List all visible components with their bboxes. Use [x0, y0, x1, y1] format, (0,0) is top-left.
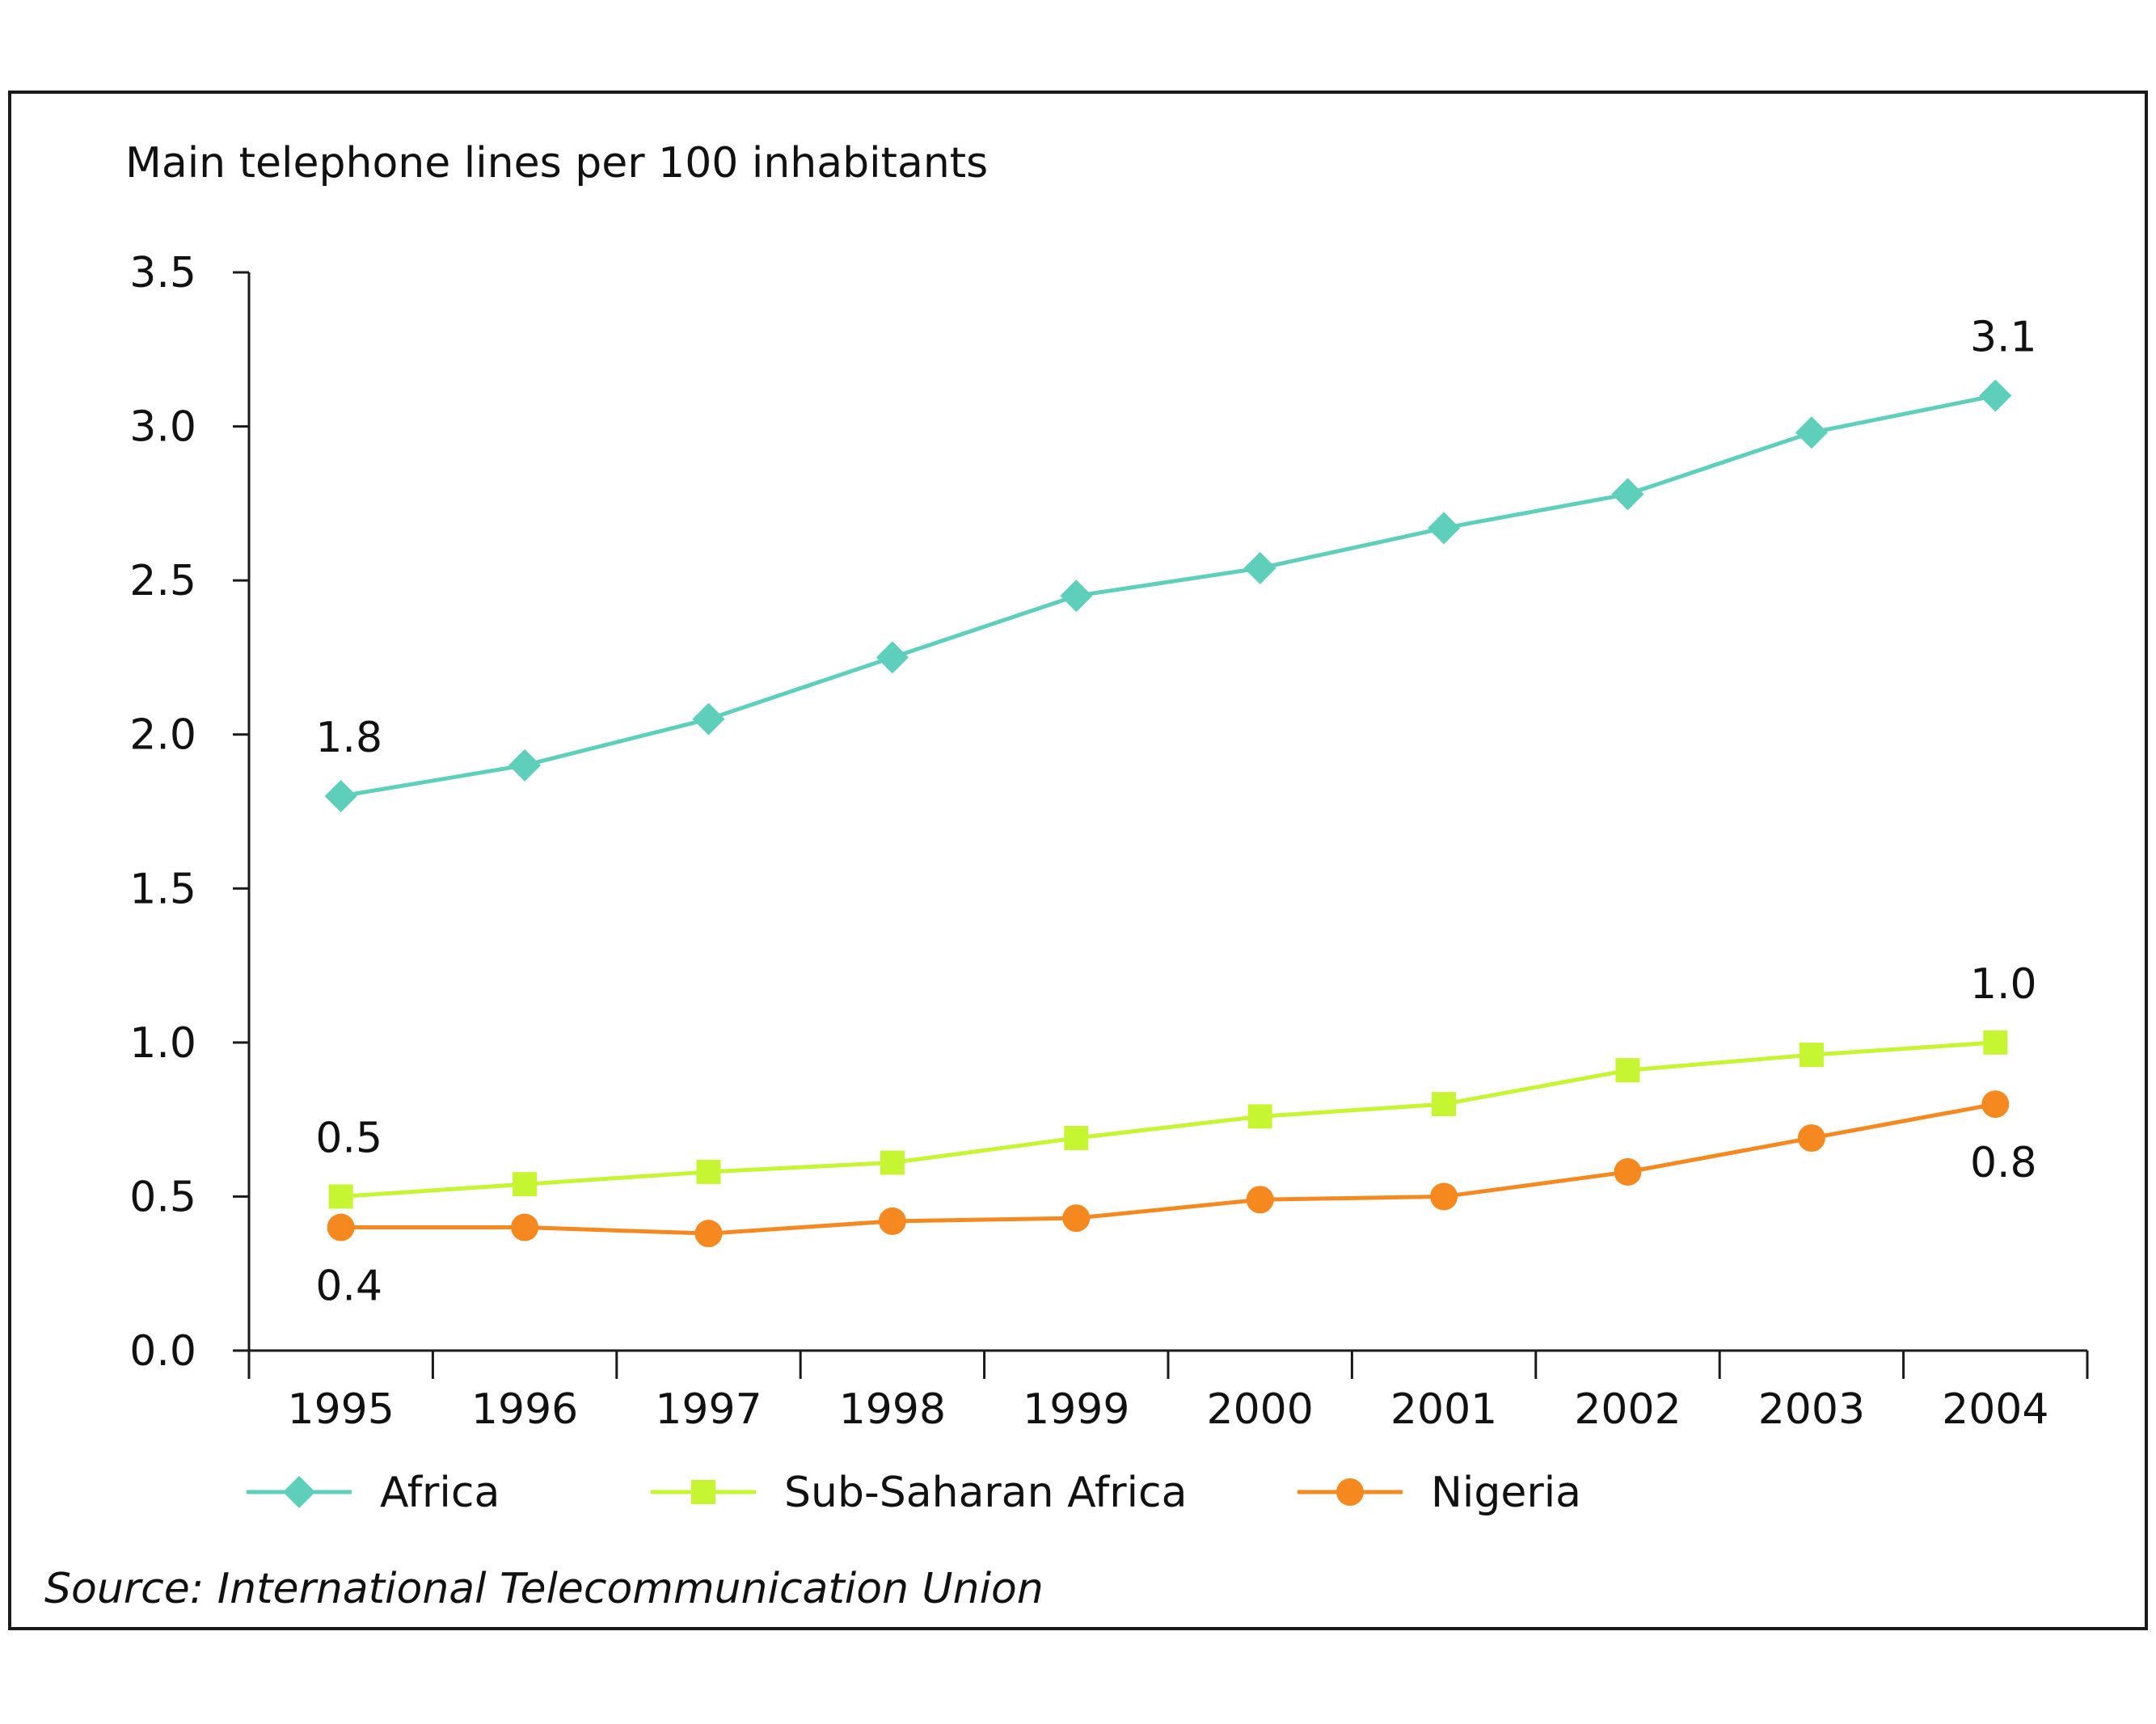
series-africa — [324, 379, 2012, 812]
data-point — [1432, 1092, 1457, 1117]
x-tick-label: 1996 — [471, 1385, 578, 1434]
legend-item: Sub-Saharan Africa — [651, 1469, 1187, 1517]
data-point — [696, 1159, 721, 1184]
data-point — [1981, 1090, 2010, 1119]
data-point — [1799, 1043, 1824, 1068]
legend-label: Nigeria — [1431, 1469, 1581, 1517]
series-layer — [324, 379, 2012, 1248]
y-axis-title: Main telephone lines per 100 inhabitants — [125, 139, 989, 188]
y-tick-label: 3.5 — [129, 249, 196, 297]
data-label: 1.0 — [1970, 960, 2037, 1009]
data-point — [1430, 1182, 1458, 1211]
y-tick-label: 1.0 — [129, 1019, 196, 1068]
data-point — [513, 1172, 538, 1197]
data-point — [1611, 478, 1644, 511]
x-tick-label: 2003 — [1758, 1385, 1865, 1434]
legend-label: Sub-Saharan Africa — [784, 1469, 1187, 1517]
series-nigeria — [327, 1090, 2010, 1248]
data-point — [1243, 551, 1276, 584]
data-point — [1614, 1157, 1642, 1186]
y-tick-label: 3.0 — [129, 403, 196, 452]
source-note: Source: International Telecommunication … — [44, 1565, 1044, 1613]
data-point — [1062, 1204, 1091, 1233]
legend-swatch-marker — [691, 1480, 715, 1504]
data-point — [1979, 379, 2012, 412]
y-tick-label: 2.0 — [129, 711, 196, 760]
data-label: 0.5 — [315, 1114, 382, 1162]
data-point — [327, 1213, 355, 1241]
x-tick-label: 1997 — [655, 1385, 762, 1434]
legend-label: Africa — [380, 1469, 500, 1517]
legend-item: Africa — [247, 1469, 500, 1517]
x-tick-label: 1995 — [288, 1385, 394, 1434]
x-tick-label: 1998 — [839, 1385, 946, 1434]
y-tick-label: 2.5 — [129, 557, 196, 605]
data-point — [694, 1220, 723, 1248]
x-tick-label: 2004 — [1942, 1385, 2048, 1434]
legend-swatch-marker — [283, 1476, 315, 1508]
data-point — [1795, 416, 1828, 449]
data-point — [1983, 1030, 2008, 1055]
data-point — [511, 1213, 539, 1241]
data-point — [878, 1207, 906, 1235]
data-point — [1064, 1126, 1089, 1151]
legend: Africa Sub-Saharan Africa Nigeria — [247, 1469, 1581, 1517]
data-point — [324, 779, 357, 812]
data-point — [1615, 1058, 1640, 1083]
series-sub-saharan-africa — [328, 1030, 2008, 1209]
data-point — [692, 702, 725, 736]
data-point — [875, 641, 909, 674]
data-point — [1797, 1124, 1825, 1153]
legend-item: Nigeria — [1297, 1469, 1581, 1517]
data-point — [1247, 1104, 1272, 1129]
data-labels: 1.8 3.1 0.5 1.0 0.4 0.8 — [315, 313, 2036, 1310]
data-label: 0.8 — [1970, 1139, 2037, 1187]
data-label: 1.8 — [315, 714, 382, 762]
chart-frame — [8, 91, 2148, 1630]
data-label: 0.4 — [315, 1262, 382, 1311]
x-tick-label: 2001 — [1390, 1385, 1497, 1434]
data-point — [1428, 512, 1461, 545]
series-line — [340, 394, 1996, 799]
x-tick-label: 2002 — [1574, 1385, 1681, 1434]
data-label: 3.1 — [1970, 313, 2037, 361]
data-point — [1246, 1186, 1274, 1214]
x-tick-label: 2000 — [1207, 1385, 1314, 1434]
data-point — [328, 1184, 353, 1209]
y-tick-label: 1.5 — [129, 865, 196, 913]
series-line — [340, 1102, 1996, 1236]
legend-swatch-marker — [1336, 1478, 1364, 1506]
series-line — [340, 1040, 1996, 1199]
y-tick-label: 0.5 — [129, 1173, 196, 1221]
data-point — [508, 748, 542, 782]
data-point — [1060, 580, 1093, 613]
x-tick-label: 1999 — [1023, 1385, 1129, 1434]
data-point — [880, 1150, 905, 1175]
axis-ticks: 0.0 0.5 1.0 1.5 2.0 2.5 3.0 3.5 1995 1996 1997 1998… — [129, 249, 2089, 1434]
y-tick-label: 0.0 — [129, 1327, 196, 1376]
